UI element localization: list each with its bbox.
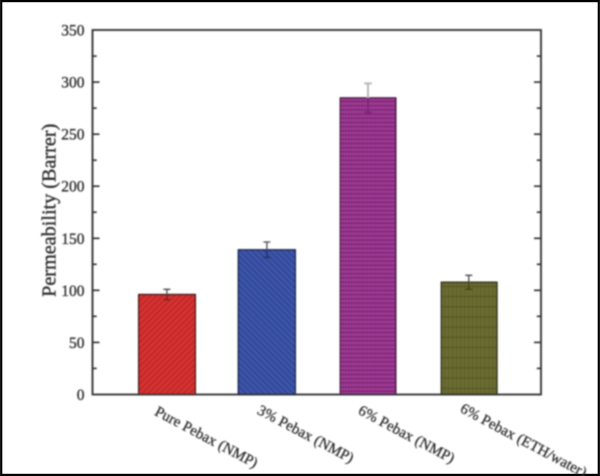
svg-text:100: 100 — [61, 283, 85, 300]
svg-text:0: 0 — [77, 387, 85, 404]
svg-text:250: 250 — [61, 127, 85, 144]
svg-text:300: 300 — [61, 75, 85, 92]
svg-text:150: 150 — [61, 231, 85, 248]
svg-text:350: 350 — [61, 23, 85, 40]
svg-text:50: 50 — [69, 335, 85, 352]
svg-text:200: 200 — [61, 179, 85, 196]
svg-text:Permeability (Barrer): Permeability (Barrer) — [39, 124, 61, 297]
